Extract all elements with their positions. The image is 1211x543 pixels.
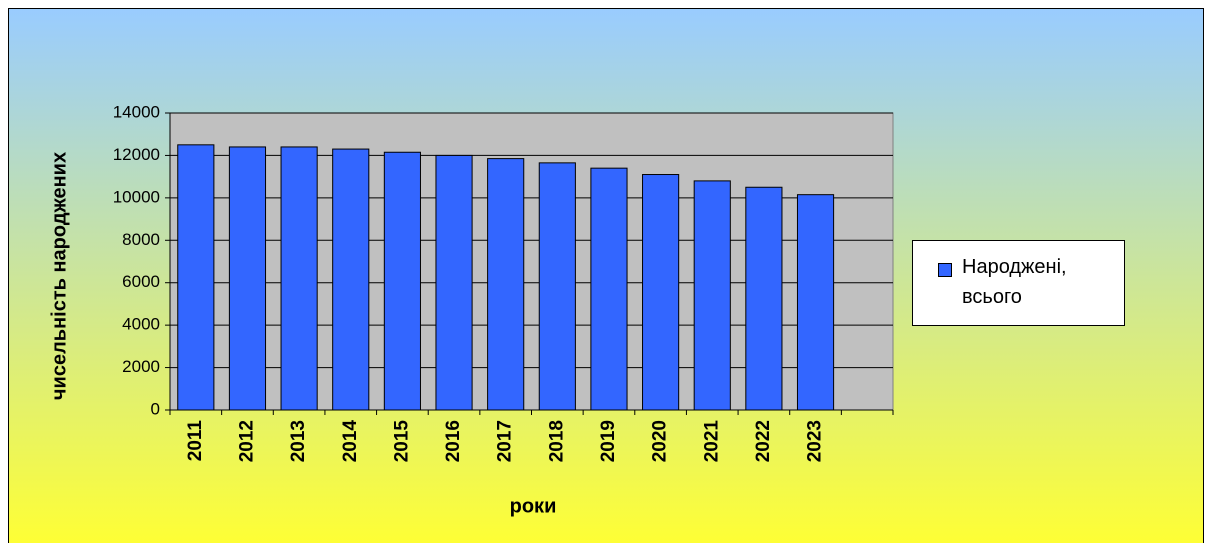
bar (177, 144, 215, 411)
x-tick-label: 2020 (650, 420, 671, 462)
y-tick-label: 2000 (122, 357, 160, 376)
plot-area (169, 112, 894, 411)
y-tick-label: 4000 (122, 315, 160, 334)
legend: Народжені, всього (912, 240, 1125, 326)
legend-swatch (938, 263, 952, 277)
legend-label: Народжені, всього (962, 256, 1067, 308)
y-tick-label: 6000 (122, 272, 160, 291)
x-axis-label: роки (510, 495, 557, 517)
x-tick-label: 2013 (288, 420, 309, 462)
bar (796, 194, 835, 411)
x-tick-label: 2015 (391, 420, 412, 463)
bar (332, 148, 370, 411)
bar (590, 167, 628, 411)
bar (280, 146, 318, 411)
y-tick-label: 8000 (122, 230, 160, 249)
bar (642, 174, 680, 411)
bar (383, 151, 421, 411)
x-tick-label: 2011 (185, 420, 206, 462)
y-tick-label: 12000 (113, 145, 160, 164)
x-tick-label: 2012 (236, 420, 257, 462)
y-tick-label: 10000 (113, 187, 160, 206)
x-tick-label: 2023 (805, 420, 826, 462)
x-tick-label: 2014 (340, 420, 361, 463)
y-axis-label: чисельність народжених (48, 152, 70, 400)
y-tick-label: 14000 (113, 102, 160, 121)
x-tick-label: 2016 (443, 420, 464, 462)
bar (228, 146, 267, 411)
x-tick-label: 2022 (753, 420, 774, 462)
x-tick-label: 2021 (701, 420, 722, 463)
x-tick-label: 2018 (546, 420, 567, 462)
bar (487, 158, 525, 411)
x-tick-label: 2019 (598, 420, 619, 462)
bar (538, 162, 576, 411)
y-tick-label: 0 (151, 399, 160, 418)
x-tick-label: 2017 (495, 420, 516, 462)
bar (745, 186, 783, 411)
bar (435, 154, 473, 411)
bar (693, 180, 731, 411)
